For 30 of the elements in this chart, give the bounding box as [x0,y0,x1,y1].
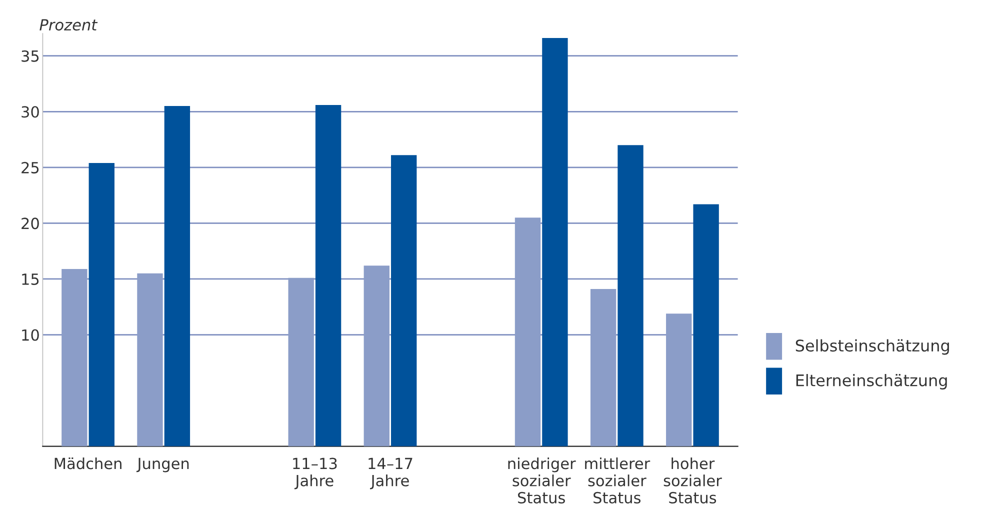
legend-label: Selbsteinschätzung [796,339,949,355]
bar [315,104,342,446]
bar [693,204,719,446]
bar [62,268,88,446]
x-tick-label: hoher sozialer Status [664,457,722,504]
x-tick-label: 14–17 Jahre [368,458,412,490]
x-tick-label: niedriger sozialer Status [508,457,576,504]
bar [164,106,190,446]
y-axis-title: Prozent [40,19,98,31]
bar [88,162,114,446]
bar [618,145,644,446]
bar [666,314,692,446]
legend-label: Elterneinschätzung [796,374,947,390]
y-tick-label: 20 [22,218,39,230]
bar [288,278,314,446]
bar [514,218,541,446]
bar [542,38,568,446]
y-tick-label: 30 [22,106,39,118]
bar [590,289,616,446]
y-tick-label: 35 [22,50,39,62]
x-tick-label: Jungen [136,458,189,472]
y-tick-label: 25 [22,162,39,174]
y-tick-label: 15 [22,274,39,286]
y-tick-label: 10 [22,329,39,341]
bar [391,155,417,446]
x-tick-label: Mädchen [54,457,122,470]
bar [364,266,390,446]
bar [137,273,163,446]
x-tick-label: mittlerer sozialer Status [585,457,650,504]
x-tick-label: 11–13 Jahre [293,458,337,490]
